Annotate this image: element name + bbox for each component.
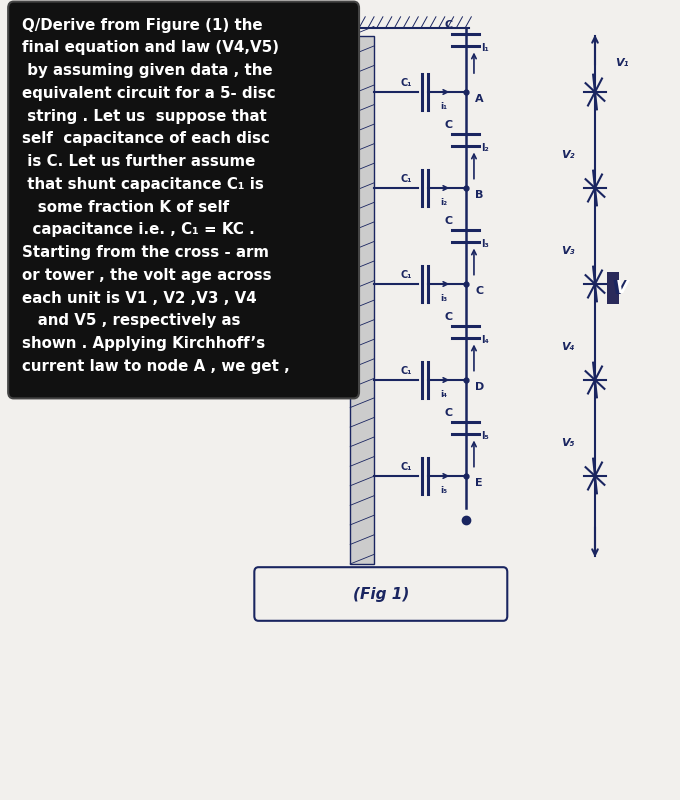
- Text: C: C: [475, 286, 483, 296]
- Text: C: C: [445, 313, 453, 322]
- Text: C: C: [445, 120, 453, 130]
- Text: C₁: C₁: [401, 270, 412, 280]
- Text: I₄: I₄: [481, 335, 488, 345]
- Text: I₅: I₅: [481, 431, 488, 441]
- Text: V₁: V₁: [615, 58, 629, 68]
- FancyBboxPatch shape: [254, 567, 507, 621]
- Text: and V5 , respectively as: and V5 , respectively as: [22, 314, 240, 328]
- Text: shown . Applying Kirchhoff’s: shown . Applying Kirchhoff’s: [22, 336, 265, 351]
- Text: final equation and law (V4,V5): final equation and law (V4,V5): [22, 40, 279, 55]
- Text: i₄: i₄: [440, 390, 447, 398]
- Text: i₃: i₃: [440, 294, 447, 302]
- Text: C₁: C₁: [401, 78, 412, 88]
- Text: I₂: I₂: [481, 143, 488, 153]
- Text: i₅: i₅: [440, 486, 447, 494]
- Text: V₂: V₂: [561, 150, 575, 160]
- Text: C₁: C₁: [401, 174, 412, 184]
- Text: some fraction K of self: some fraction K of self: [22, 200, 229, 214]
- Text: C: C: [445, 216, 453, 226]
- Text: I₃: I₃: [481, 239, 488, 249]
- Text: string . Let us  suppose that: string . Let us suppose that: [22, 109, 267, 123]
- FancyBboxPatch shape: [8, 2, 359, 398]
- Text: A: A: [475, 94, 484, 104]
- Text: I₁: I₁: [481, 43, 488, 53]
- Text: by assuming given data , the: by assuming given data , the: [22, 63, 273, 78]
- Text: V₅: V₅: [561, 438, 575, 448]
- Text: C: C: [445, 408, 453, 418]
- Text: V: V: [612, 278, 627, 298]
- Text: i₂: i₂: [440, 198, 447, 206]
- Text: D: D: [475, 382, 485, 392]
- Text: that shunt capacitance C₁ is: that shunt capacitance C₁ is: [22, 177, 264, 192]
- Text: C₁: C₁: [401, 366, 412, 376]
- Text: capacitance i.e. , C₁ = KC .: capacitance i.e. , C₁ = KC .: [22, 222, 254, 238]
- Text: B: B: [475, 190, 483, 200]
- Text: equivalent circuit for a 5- disc: equivalent circuit for a 5- disc: [22, 86, 275, 101]
- Bar: [350, 36, 374, 564]
- Text: (Fig 1): (Fig 1): [353, 586, 409, 602]
- Text: V₃: V₃: [561, 246, 575, 256]
- Text: C₁: C₁: [401, 462, 412, 472]
- Text: each unit is V1 , V2 ,V3 , V4: each unit is V1 , V2 ,V3 , V4: [22, 290, 256, 306]
- Text: Q/Derive from Figure (1) the: Q/Derive from Figure (1) the: [22, 18, 262, 33]
- Text: self  capacitance of each disc: self capacitance of each disc: [22, 131, 270, 146]
- Text: current law to node A , we get ,: current law to node A , we get ,: [22, 359, 290, 374]
- Text: V₄: V₄: [561, 342, 575, 352]
- Text: is C. Let us further assume: is C. Let us further assume: [22, 154, 255, 169]
- Text: Starting from the cross - arm: Starting from the cross - arm: [22, 245, 269, 260]
- Text: C: C: [445, 20, 453, 30]
- Text: i₁: i₁: [440, 102, 447, 110]
- Text: E: E: [475, 478, 483, 488]
- Text: or tower , the volt age across: or tower , the volt age across: [22, 268, 271, 283]
- Text: V: V: [616, 279, 629, 297]
- Bar: [607, 272, 619, 304]
